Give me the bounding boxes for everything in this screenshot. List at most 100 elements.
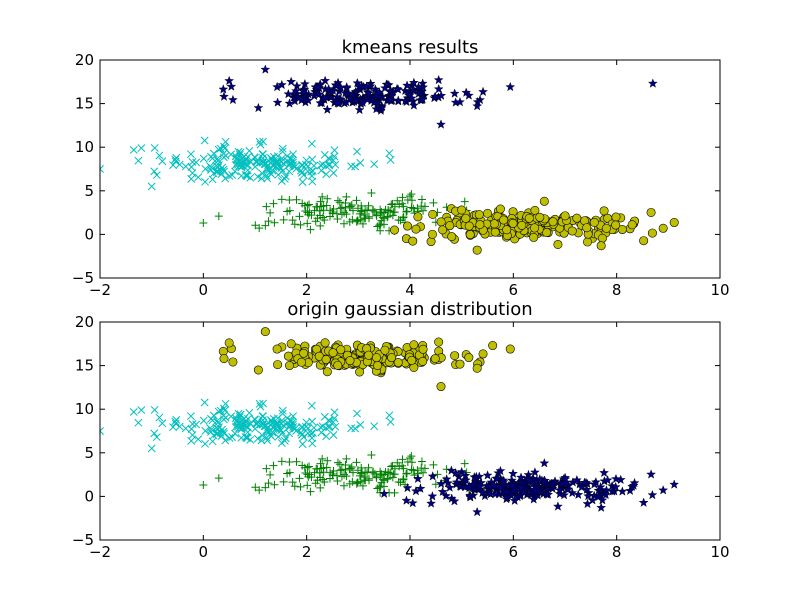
scatter-point-plus [303,481,312,490]
scatter-point-star [498,476,509,487]
scatter-point-x [212,430,221,439]
scatter-point-star [417,94,428,104]
scatter-point-circle [450,351,460,361]
scatter-point-star [315,97,326,108]
scatter-point-plus [262,464,271,473]
scatter-point-plus [402,207,411,216]
scatter-point-plus [460,459,469,468]
y-tick-label: 15 [75,357,94,375]
scatter-point-circle [436,217,446,227]
scatter-point-x [263,174,272,183]
x-tick-label: −2 [89,543,111,561]
scatter-point-circle [572,213,582,223]
scatter-point-x [322,170,331,179]
scatter-point-plus [420,464,429,473]
scatter-point-circle [553,239,563,249]
scatter-point-x [221,137,230,146]
scatter-point-x [259,137,268,146]
scatter-point-star [646,469,657,479]
x-tick-label: 0 [199,281,209,299]
scatter-point-x [330,408,339,417]
scatter-point-plus [279,215,288,224]
scatter-point-plus [342,472,351,481]
scatter-point-star [576,482,587,492]
scatter-point-plus [251,221,260,230]
scatter-point-star [371,90,382,100]
scatter-point-plus [364,463,373,472]
scatter-point-star [490,488,501,499]
scatter-point-plus [358,219,367,228]
scatter-point-star [408,100,419,110]
scatter-point-star [401,495,412,505]
scatter-point-plus [406,454,414,463]
scatter-point-star [460,475,471,485]
scatter-point-star [455,96,465,107]
scatter-point-x [297,430,306,439]
scatter-point-circle [464,221,474,231]
scatter-point-circle [299,348,309,358]
scatter-point-plus [349,206,358,215]
scatter-point-circle [438,225,448,235]
scatter-point-plus [306,487,315,496]
scatter-point-circle [427,229,437,239]
scatter-point-x [264,165,273,174]
scatter-point-plus [345,217,354,226]
scatter-point-star [296,95,307,105]
scatter-point-star [291,85,302,96]
y-tick-label: 5 [84,444,94,462]
scatter-point-x [278,416,286,425]
scatter-point-plus [303,463,312,472]
scatter-point-circle [372,353,382,363]
scatter-point-x [278,154,286,163]
scatter-point-x [281,434,290,443]
plot-title: kmeans results [342,37,479,58]
scatter-point-x [158,157,167,166]
scatter-point-plus [285,206,294,215]
scatter-point-x [278,429,287,438]
scatter-point-circle [524,213,534,223]
scatter-point-plus [345,479,354,488]
scatter-point-circle [296,357,306,367]
scatter-point-x [250,153,259,162]
scatter-point-plus [352,479,361,488]
scatter-point-plus [389,470,398,479]
y-tick-label: 5 [84,182,94,200]
scatter-point-x [228,433,237,442]
scatter-point-star [408,77,419,87]
scatter-point-plus [292,195,301,204]
scatter-point-x [100,165,104,173]
scatter-point-x [297,166,305,175]
scatter-point-plus [341,198,350,207]
scatter-point-plus [419,206,428,215]
scatter-point-plus [277,195,286,204]
scatter-point-x [258,412,267,421]
scatter-point-x [209,149,218,158]
y-tick-label: 15 [75,95,94,113]
scatter-point-x [220,404,228,413]
scatter-point-x [283,152,292,161]
scatter-point-plus [266,470,275,479]
scatter-point-x [298,161,307,170]
scatter-point-plus [316,459,325,468]
scatter-point-circle [530,223,540,233]
scatter-point-x [252,420,261,429]
scatter-point-plus [264,217,273,226]
scatter-point-star [411,485,421,496]
scatter-point-x [251,162,260,171]
scatter-point-star [322,104,333,114]
scatter-point-plus [367,188,376,197]
scatter-point-x [236,148,245,157]
scatter-point-x [192,420,201,429]
scatter-point-star [524,475,535,485]
x-tick-label: 8 [612,543,622,561]
scatter-point-star [284,98,295,108]
axis-ticks: −2 0 2 4 6 8 10 −5 0 5 10 15 20 [72,51,730,299]
scatter-point-x [150,143,159,152]
scatter-point-plus [387,200,396,209]
scatter-point-x [291,162,300,171]
scatter-point-circle [589,217,599,227]
scatter-point-star [541,489,552,499]
scatter-point-circle [529,232,539,242]
scatter-point-x [134,418,143,427]
scatter-point-star [539,458,550,468]
